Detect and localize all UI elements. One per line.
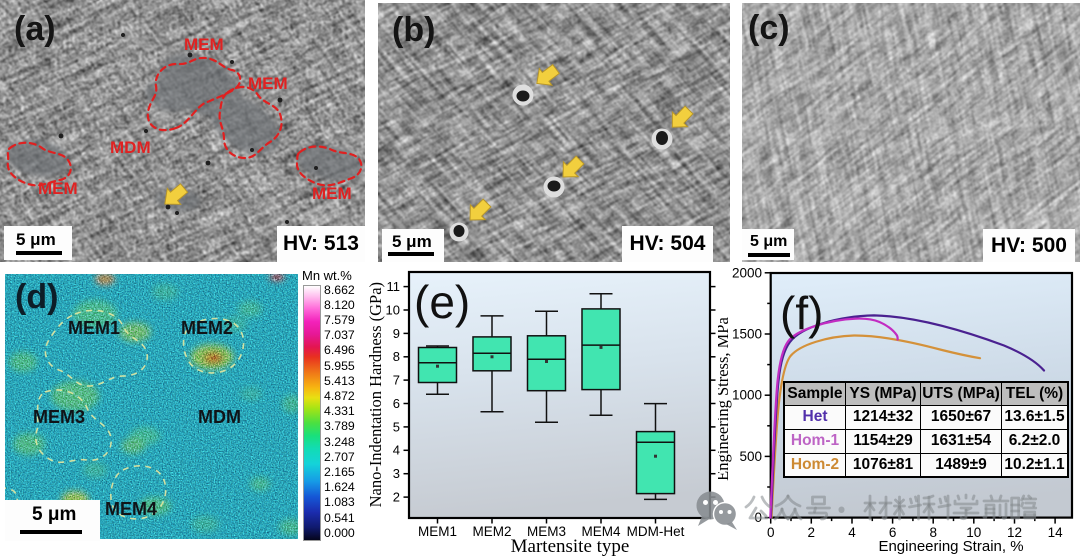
svg-text:11: 11 [387, 279, 401, 294]
svg-text:5: 5 [393, 419, 400, 434]
svg-text:4: 4 [393, 443, 400, 458]
svg-text:8: 8 [929, 525, 937, 540]
svg-text:10: 10 [966, 525, 981, 540]
svg-text:MDM-Het: MDM-Het [627, 524, 685, 539]
svg-text:6: 6 [889, 525, 897, 540]
svg-text:4: 4 [848, 525, 856, 540]
svg-text:(e): (e) [414, 276, 470, 328]
svg-text:12: 12 [1007, 525, 1022, 540]
svg-text:Martensite type: Martensite type [511, 536, 630, 556]
svg-text:8: 8 [393, 349, 400, 364]
svg-text:6: 6 [393, 396, 400, 411]
svg-text:0: 0 [767, 525, 775, 540]
svg-text:2: 2 [808, 525, 816, 540]
svg-text:1500: 1500 [732, 327, 762, 342]
svg-text:9: 9 [393, 326, 400, 341]
svg-text:MEM1: MEM1 [418, 524, 457, 539]
svg-text:3: 3 [393, 466, 400, 481]
svg-text:(f): (f) [780, 287, 823, 339]
svg-text:500: 500 [739, 449, 762, 464]
svg-text:7: 7 [393, 373, 400, 388]
svg-text:2000: 2000 [732, 265, 762, 280]
svg-text:2: 2 [393, 490, 400, 505]
svg-text:Engineering Stress, MPa: Engineering Stress, MPa [718, 317, 732, 481]
svg-text:MEM4: MEM4 [581, 524, 620, 539]
svg-text:MEM3: MEM3 [527, 524, 566, 539]
svg-text:Nano-Indentation Hardness (GPa: Nano-Indentation Hardness (GPa) [366, 282, 385, 507]
svg-text:MEM2: MEM2 [472, 524, 511, 539]
svg-text:1000: 1000 [732, 388, 762, 403]
svg-text:Engineering Strain, %: Engineering Strain, % [878, 538, 1023, 555]
svg-text:10: 10 [386, 302, 400, 317]
svg-text:14: 14 [1048, 525, 1064, 540]
